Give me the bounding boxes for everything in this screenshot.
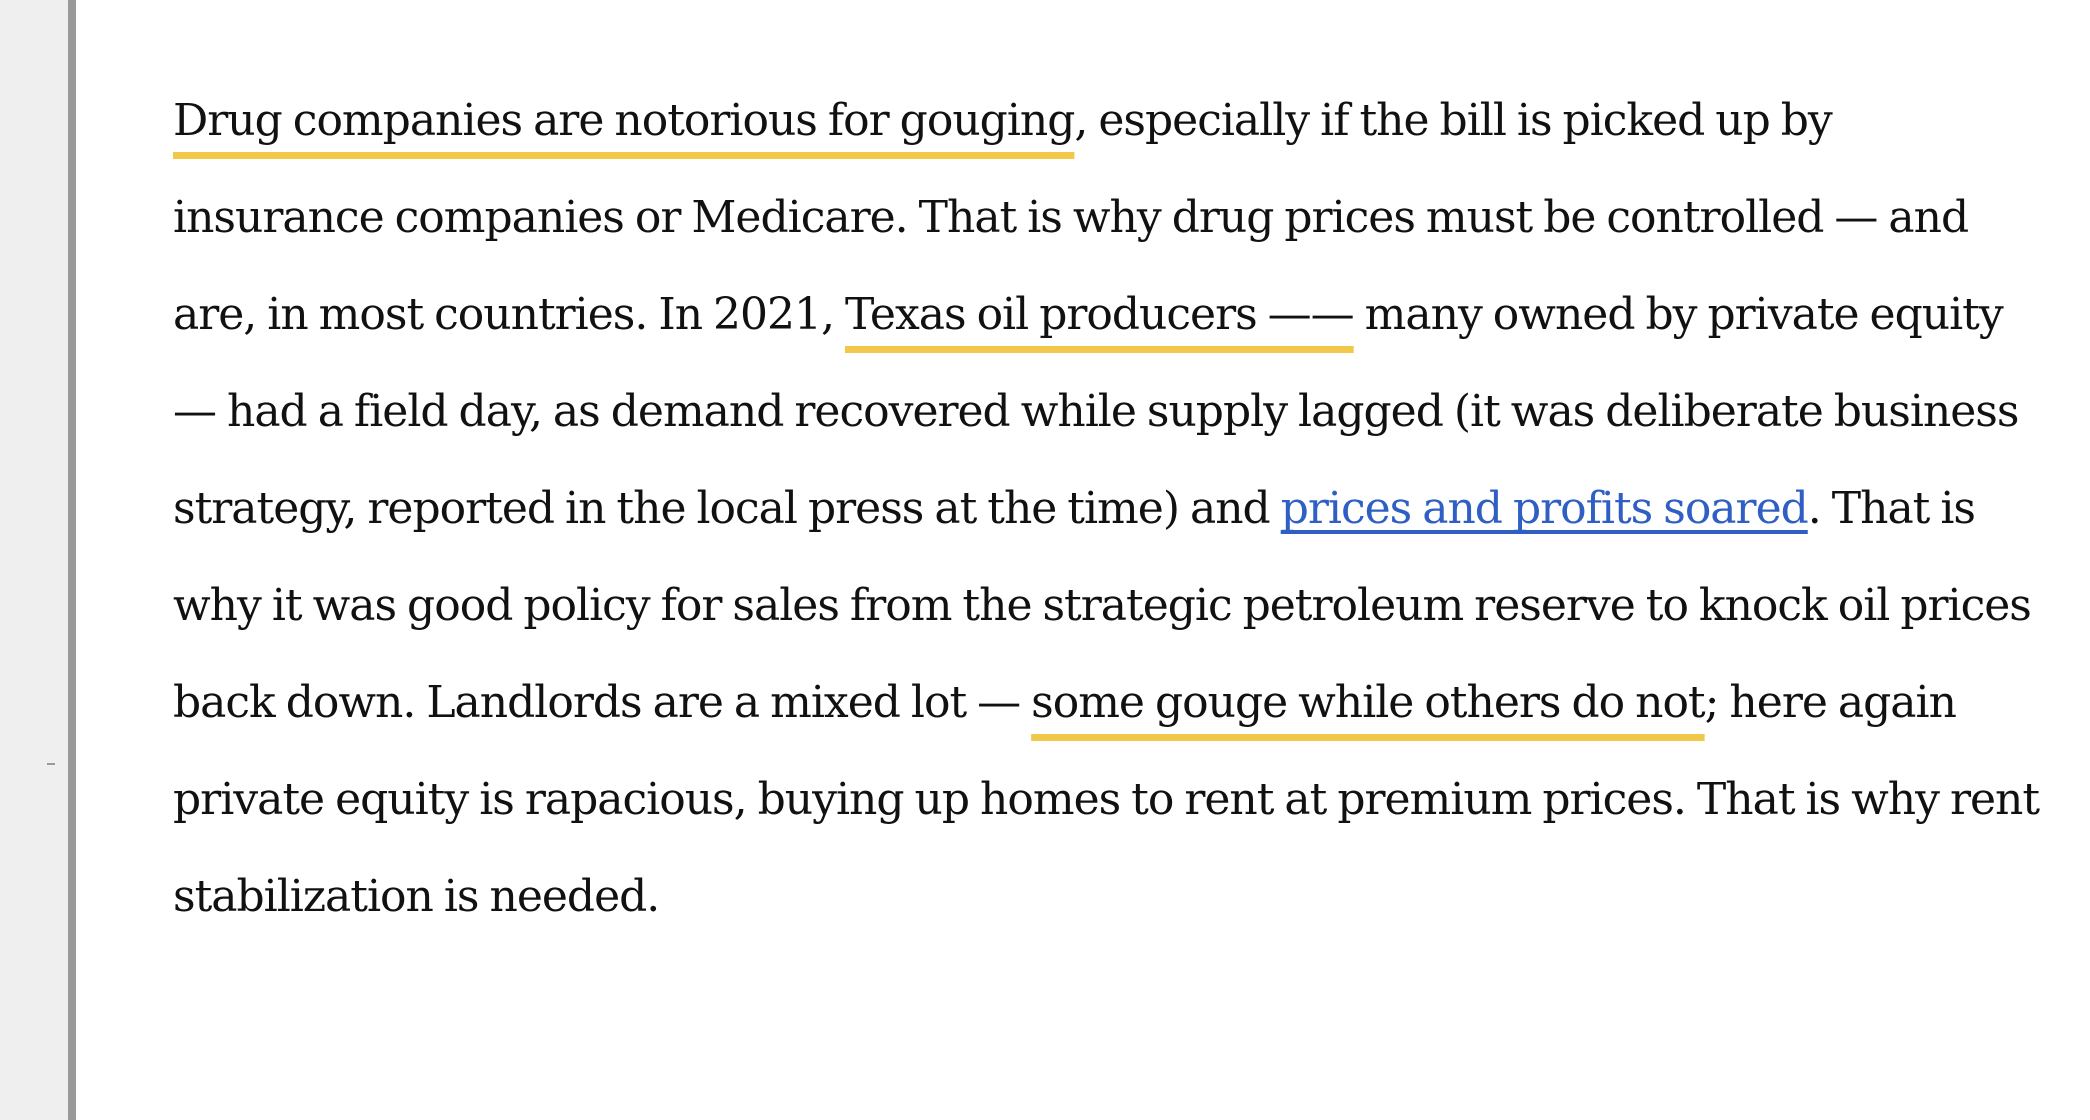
highlight-some-gouge[interactable]: some gouge while others do not	[1031, 677, 1705, 728]
article-paragraph: Drug companies are notorious for gouging…	[173, 72, 2053, 945]
text-segment-1: , especially if the bill is picked up by…	[173, 95, 1969, 340]
text-segment-3: . That is why it was good policy for sal…	[173, 483, 2032, 728]
text-segment-2: many owned by private equity — had a fie…	[173, 289, 2019, 534]
highlight-texas-oil-producers[interactable]: Texas oil producers ——	[844, 289, 1355, 340]
prices-and-profits-link[interactable]: prices and profits soared	[1280, 483, 1809, 534]
left-margin-rule	[68, 0, 76, 1120]
highlight-drug-companies[interactable]: Drug companies are notorious for gouging	[173, 95, 1075, 146]
margin-tick-mark	[47, 763, 55, 765]
left-margin-gutter	[0, 0, 68, 1120]
text-segment-4: ; here again private equity is rapacious…	[173, 677, 2040, 922]
